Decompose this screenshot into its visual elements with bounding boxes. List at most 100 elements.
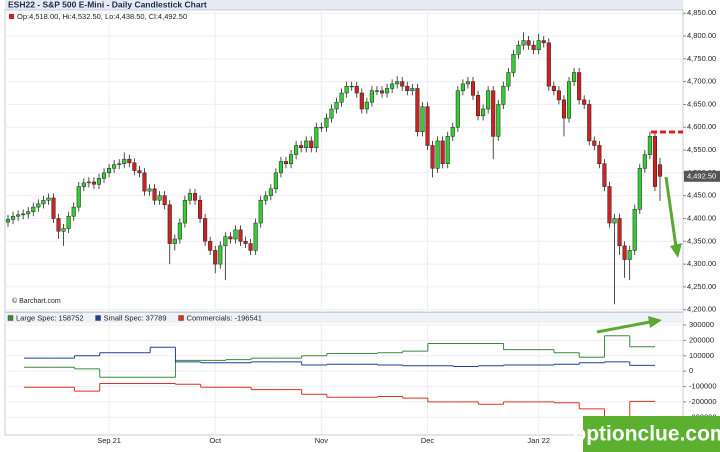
candle-body bbox=[415, 88, 420, 133]
candle-body bbox=[122, 158, 127, 164]
candle-body bbox=[51, 197, 56, 219]
candle-body bbox=[516, 44, 521, 55]
candle-body bbox=[56, 218, 61, 232]
y-tick-label: 300000 bbox=[689, 320, 714, 329]
candle-body bbox=[253, 222, 258, 251]
title-bar bbox=[5, 0, 683, 10]
ohlc-label: Op:4,518.00, Hi:4,532.50, Lo:4,438.50, C… bbox=[17, 12, 187, 21]
candle-body bbox=[172, 238, 177, 244]
y-tick-label: 4,850.00 bbox=[687, 8, 716, 17]
candle-body bbox=[395, 81, 400, 85]
candle-body bbox=[521, 40, 526, 46]
x-tick-label: Nov bbox=[315, 436, 329, 445]
cot-legend-bar bbox=[5, 313, 683, 323]
candle-body bbox=[390, 83, 395, 89]
legend-swatch bbox=[178, 315, 184, 321]
candle-body bbox=[354, 85, 359, 94]
candle-body bbox=[142, 172, 147, 192]
candle-body bbox=[455, 90, 460, 128]
candle-body bbox=[425, 106, 430, 146]
y-tick-label: 4,250.00 bbox=[687, 282, 716, 291]
candle-body bbox=[334, 101, 339, 110]
candle-body bbox=[258, 199, 263, 224]
price-panel bbox=[4, 9, 684, 313]
candle-body bbox=[86, 181, 91, 184]
candle-body bbox=[288, 154, 294, 164]
candle-body bbox=[36, 203, 41, 208]
candle-body bbox=[243, 241, 248, 244]
candle-body bbox=[294, 145, 299, 155]
candle-body bbox=[319, 126, 324, 129]
candle-body bbox=[228, 236, 233, 240]
candle-body bbox=[405, 85, 410, 91]
y-tick-label: 4,650.00 bbox=[687, 99, 716, 108]
candle-body bbox=[622, 245, 627, 260]
candle-body bbox=[147, 188, 152, 192]
candle-body bbox=[218, 245, 223, 265]
candle-body bbox=[637, 168, 642, 210]
candle-body bbox=[41, 199, 46, 205]
candle-body bbox=[167, 204, 172, 244]
candle-body bbox=[617, 218, 622, 247]
candle-body bbox=[566, 81, 572, 119]
candle-body bbox=[127, 158, 132, 164]
y-tick-label: 4,450.00 bbox=[687, 191, 716, 200]
candle-body bbox=[162, 195, 167, 206]
down-arrow-head bbox=[670, 243, 682, 258]
candle-body bbox=[556, 90, 561, 101]
candle-body bbox=[26, 211, 31, 215]
candle-body bbox=[137, 170, 142, 174]
y-tick-label: 4,800.00 bbox=[687, 31, 716, 40]
candle-body bbox=[81, 182, 86, 187]
candle-body bbox=[642, 154, 647, 169]
candle-body bbox=[5, 219, 11, 223]
candle-body bbox=[107, 168, 112, 174]
candle-body bbox=[283, 161, 289, 164]
candle-body bbox=[101, 172, 107, 179]
candle-body bbox=[152, 188, 157, 201]
candle-body bbox=[587, 104, 592, 142]
candle-body bbox=[607, 186, 612, 224]
candle-body bbox=[470, 81, 476, 96]
y-tick-label: 200000 bbox=[689, 335, 714, 344]
y-tick-label: 4,700.00 bbox=[687, 77, 716, 86]
y-tick-label: 4,300.00 bbox=[687, 259, 716, 268]
candle-body bbox=[647, 136, 652, 155]
candle-body bbox=[91, 181, 96, 185]
candle-body bbox=[248, 243, 253, 251]
candle-body bbox=[501, 85, 506, 105]
candle-body bbox=[652, 136, 657, 187]
candle-body bbox=[486, 90, 491, 110]
candle-body bbox=[61, 228, 66, 232]
candle-body bbox=[577, 72, 582, 101]
x-tick-label: Jan 22 bbox=[527, 436, 550, 445]
down-arrow bbox=[664, 176, 678, 248]
candle-body bbox=[11, 215, 16, 220]
candle-body bbox=[450, 126, 455, 137]
candle-body bbox=[71, 206, 76, 217]
y-tick-label: 4,750.00 bbox=[687, 54, 716, 63]
y-tick-label: 4,400.00 bbox=[687, 213, 716, 222]
candle-body bbox=[657, 164, 663, 177]
up-arrow bbox=[596, 320, 651, 334]
plot-layer: 4,200.00 4,250.00 4,300.00 4,350.00 4,400.00… bbox=[5, 8, 720, 445]
candle-body bbox=[177, 222, 182, 240]
y-tick-label: 100000 bbox=[689, 351, 714, 360]
candle-body bbox=[385, 88, 390, 94]
candle-body bbox=[96, 178, 102, 185]
legend-label: Commercials: -196541 bbox=[187, 313, 262, 322]
candle-body bbox=[203, 218, 208, 242]
candle-body bbox=[491, 90, 496, 137]
candle-body bbox=[66, 215, 71, 229]
candle-body bbox=[546, 42, 551, 87]
candle-body bbox=[263, 195, 268, 201]
candle-body bbox=[76, 186, 81, 208]
candle-body bbox=[364, 101, 369, 110]
candle-body bbox=[536, 40, 541, 50]
candle-body bbox=[506, 72, 511, 87]
candle-body bbox=[379, 90, 385, 94]
candle-body bbox=[192, 193, 198, 201]
candle-body bbox=[344, 85, 349, 94]
